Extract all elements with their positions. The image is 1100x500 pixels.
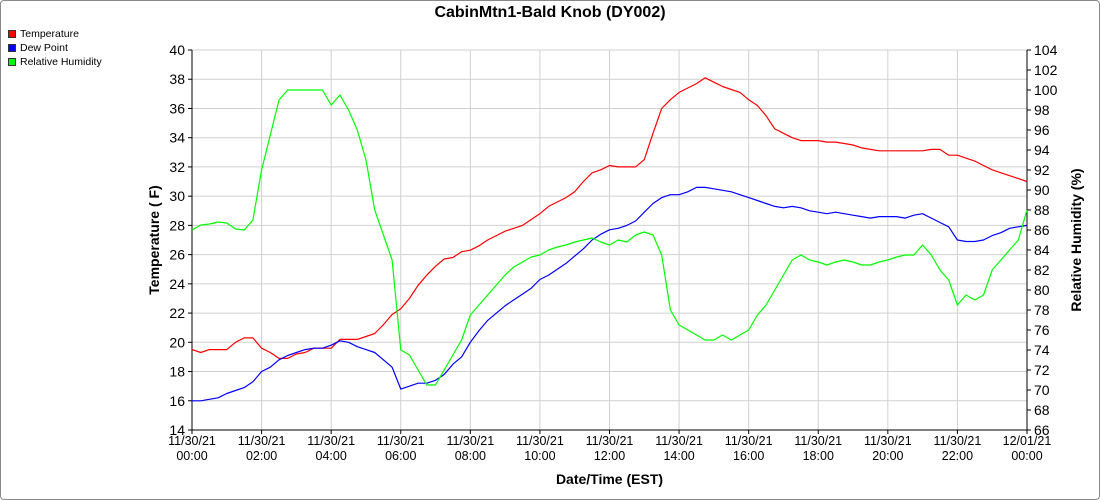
y-tick-label-left: 40 [169, 42, 185, 58]
y-tick-label-right: 92 [1034, 162, 1050, 178]
y-tick-label-left: 30 [169, 188, 185, 204]
y-tick-label-right: 100 [1034, 82, 1058, 98]
x-tick-label-time: 00:00 [1011, 449, 1042, 463]
x-tick-label-time: 10:00 [524, 449, 555, 463]
y-tick-label-left: 24 [169, 276, 185, 292]
y-tick-label-right: 90 [1034, 182, 1050, 198]
y-tick-label-right: 76 [1034, 322, 1050, 338]
y-tick-label-right: 68 [1034, 402, 1050, 418]
x-tick-label-date: 11/30/21 [168, 434, 216, 448]
y-tick-label-left: 14 [169, 422, 185, 438]
y-tick-label-left: 22 [169, 305, 185, 321]
x-tick-label-date: 11/30/21 [934, 434, 982, 448]
x-tick-label-date: 11/30/21 [725, 434, 773, 448]
y-tick-label-right: 72 [1034, 362, 1050, 378]
y-tick-label-right: 78 [1034, 302, 1050, 318]
x-tick-label-time: 02:00 [246, 449, 277, 463]
y-tick-label-right: 96 [1034, 122, 1050, 138]
legend-label: Dew Point [20, 42, 68, 54]
y-tick-label-left: 28 [169, 217, 185, 233]
series-line-relative-humidity [191, 89, 1028, 386]
y-tick-label-right: 86 [1034, 222, 1050, 238]
x-tick-label-date: 11/30/21 [864, 434, 912, 448]
y-tick-label-right: 84 [1034, 242, 1050, 258]
x-tick-label-date: 12/01/21 [1003, 434, 1052, 448]
y-tick-label-left: 26 [169, 247, 185, 263]
x-tick-label-date: 11/30/21 [307, 434, 355, 448]
y-tick-label-right: 104 [1034, 42, 1058, 58]
y-tick-label-right: 102 [1034, 62, 1058, 78]
y-axis-title-left: Temperature ( F) [146, 185, 162, 294]
x-tick-label-date: 11/30/21 [377, 434, 425, 448]
x-tick-label-date: 11/30/21 [655, 434, 703, 448]
x-tick-label-time: 08:00 [455, 449, 486, 463]
y-tick-label-right: 98 [1034, 102, 1050, 118]
y-tick-label-right: 88 [1034, 202, 1050, 218]
x-tick-label-date: 11/30/21 [794, 434, 842, 448]
y-tick-label-right: 80 [1034, 282, 1050, 298]
y-tick-label-left: 16 [169, 393, 185, 409]
series-line-dew-point [192, 186, 1028, 402]
y-tick-label-left: 18 [169, 364, 185, 380]
y-tick-label-left: 38 [169, 71, 185, 87]
x-tick-label-time: 06:00 [385, 449, 416, 463]
legend-label: Relative Humidity [20, 56, 102, 68]
y-tick-label-left: 32 [169, 159, 185, 175]
legend: Temperature Dew Point Relative Humidity [8, 27, 102, 69]
legend-swatch [8, 30, 16, 38]
x-tick-label-time: 22:00 [942, 449, 973, 463]
legend-swatch [8, 58, 16, 66]
legend-entry-temperature: Temperature [8, 27, 102, 41]
x-tick-label-date: 11/30/21 [516, 434, 564, 448]
x-tick-label-time: 18:00 [803, 449, 834, 463]
y-tick-label-left: 20 [169, 334, 185, 350]
y-tick-label-left: 36 [169, 100, 185, 116]
y-tick-label-right: 74 [1034, 342, 1050, 358]
x-tick-label-time: 20:00 [872, 449, 903, 463]
legend-entry-relative-humidity: Relative Humidity [8, 55, 102, 69]
y-tick-label-left: 34 [169, 130, 185, 146]
x-tick-label-time: 04:00 [316, 449, 347, 463]
x-tick-label-date: 11/30/21 [238, 434, 286, 448]
legend-label: Temperature [20, 28, 79, 40]
legend-swatch [8, 44, 16, 52]
y-tick-label-right: 66 [1034, 422, 1050, 438]
chart-title: CabinMtn1-Bald Knob (DY002) [434, 4, 666, 21]
y-axis-title-right: Relative Humidity (%) [1068, 168, 1084, 311]
y-tick-label-right: 94 [1034, 142, 1050, 158]
x-tick-label-time: 12:00 [594, 449, 625, 463]
y-tick-label-right: 70 [1034, 382, 1050, 398]
x-tick-label-date: 11/30/21 [446, 434, 494, 448]
x-tick-label-time: 16:00 [733, 449, 764, 463]
legend-entry-dew-point: Dew Point [8, 41, 102, 55]
x-tick-label-date: 11/30/21 [586, 434, 634, 448]
y-tick-label-right: 82 [1034, 262, 1050, 278]
series-line-temperature [191, 77, 1028, 359]
x-tick-label-time: 00:00 [176, 449, 207, 463]
x-tick-label-time: 14:00 [663, 449, 694, 463]
x-axis-title: Date/Time (EST) [556, 471, 663, 487]
